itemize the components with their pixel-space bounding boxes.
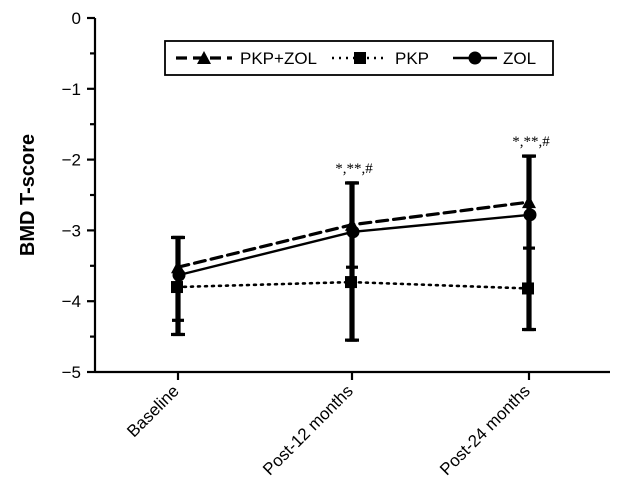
y-tick-label: −5 (62, 363, 81, 382)
y-axis-label: BMD T-score (17, 134, 39, 256)
x-ticks: Baseline Post-12 months Post-24 months (123, 372, 534, 479)
legend-entry-label: PKP (395, 49, 429, 68)
significance-annotation: *,**,# (512, 134, 550, 150)
legend: PKP+ZOL PKP ZOL (164, 40, 554, 76)
data-point (346, 225, 360, 239)
legend-swatch-marker (354, 52, 366, 64)
legend-entry-label: PKP+ZOL (240, 49, 317, 68)
data-point (523, 208, 537, 222)
y-tick-label: 0 (72, 9, 81, 28)
legend-swatch-marker (468, 51, 482, 65)
y-tick-label: −1 (62, 80, 81, 99)
legend-entry-label: ZOL (503, 49, 536, 68)
data-point (522, 282, 534, 295)
legend-swatch-marker (197, 51, 211, 64)
data-point (172, 268, 186, 282)
series-layer (171, 154, 537, 342)
x-tick-label: Post-24 months (436, 381, 534, 479)
series-zol (172, 154, 537, 342)
y-ticks: 0 −1 −2 −3 −4 −5 (62, 9, 95, 382)
x-tick-label: Post-12 months (259, 381, 357, 479)
y-tick-label: −2 (62, 151, 81, 170)
y-tick-label: −3 (62, 221, 81, 240)
x-tick-label: Baseline (123, 381, 183, 441)
data-point (345, 276, 357, 289)
annotations: *,**,# *,**,# (335, 134, 550, 177)
y-tick-label: −4 (62, 292, 81, 311)
data-point (171, 281, 183, 294)
significance-annotation: *,**,# (335, 161, 373, 177)
